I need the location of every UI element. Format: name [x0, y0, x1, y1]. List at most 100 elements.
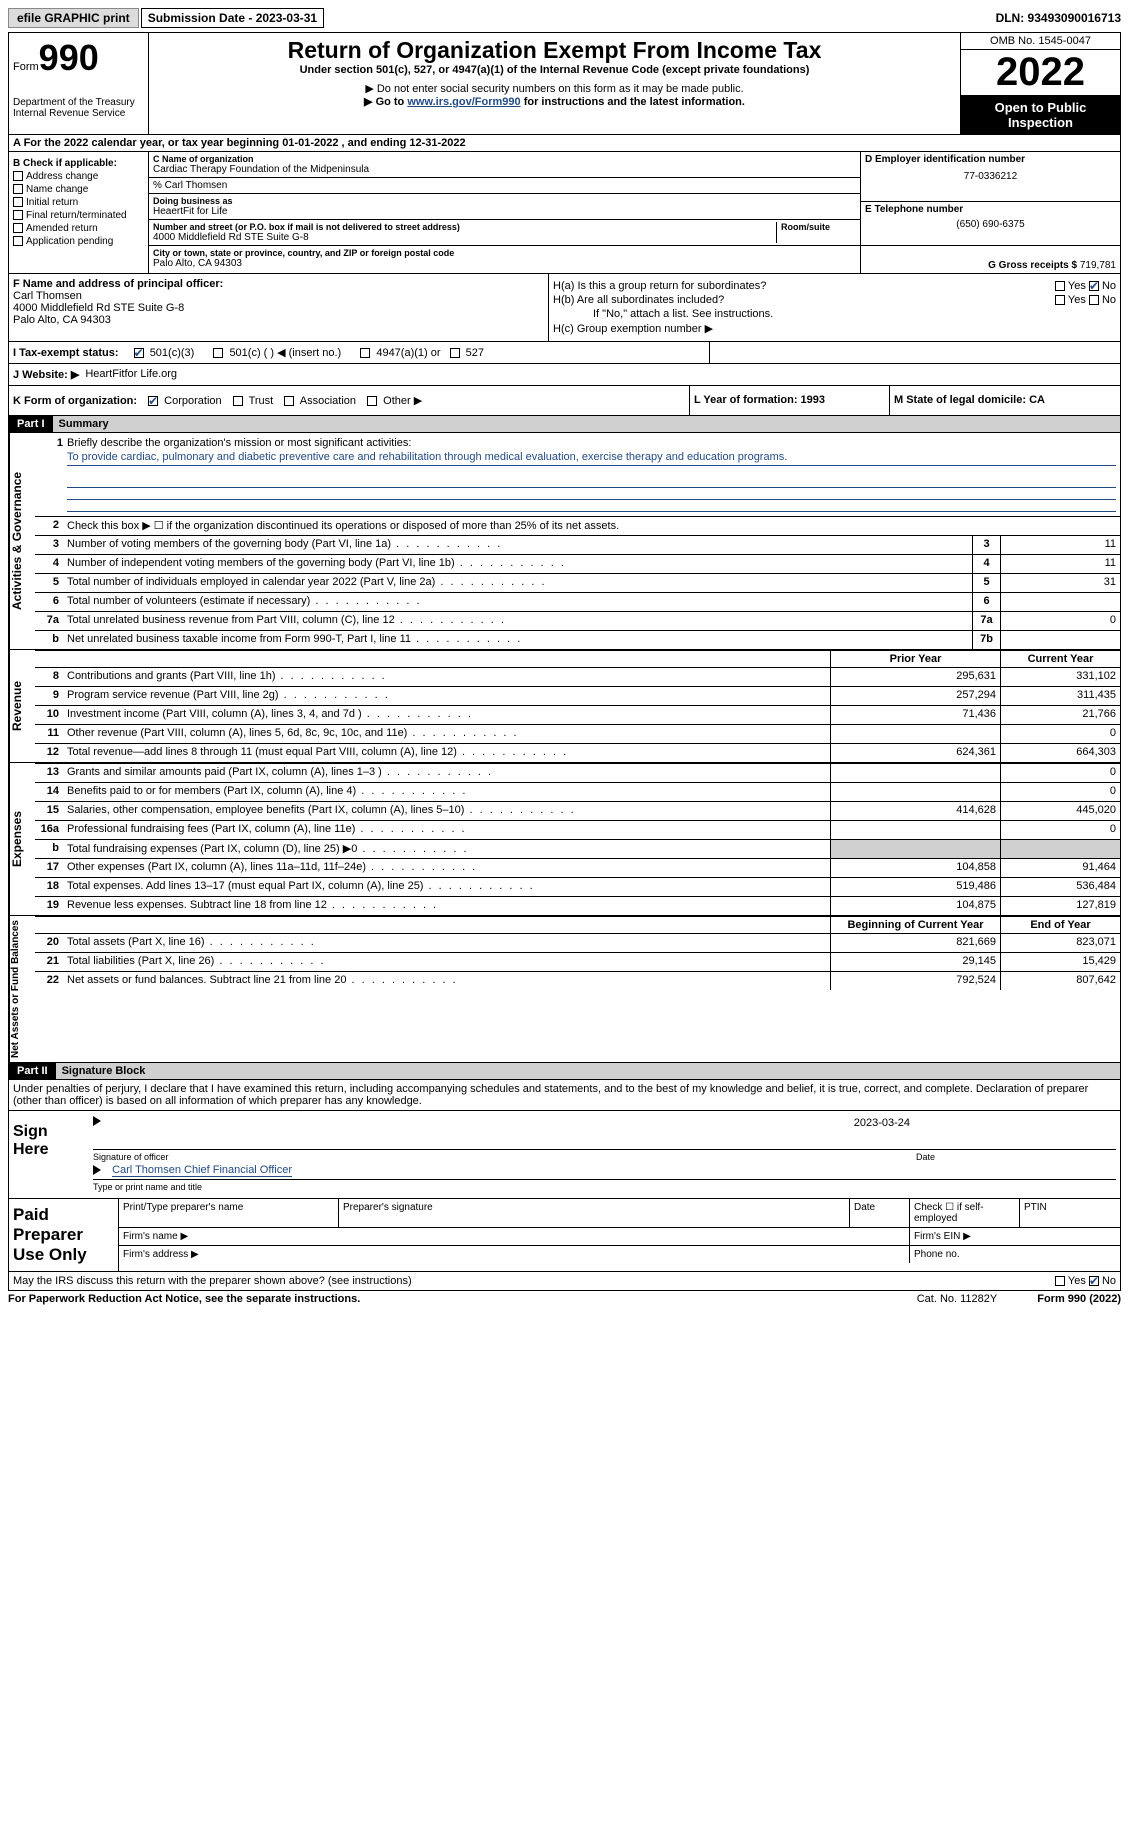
irs-link[interactable]: www.irs.gov/Form990 [407, 96, 520, 108]
sign-block: Sign Here 2023-03-24 Signature of office… [8, 1111, 1121, 1199]
sig-name-label: Type or print name and title [93, 1180, 1116, 1192]
end-year-hdr: End of Year [1000, 917, 1120, 933]
city-label: City or town, state or province, country… [153, 248, 856, 258]
col-d: D Employer identification number 77-0336… [860, 152, 1120, 273]
table-row: 13Grants and similar amounts paid (Part … [35, 763, 1120, 782]
hb-note: If "No," attach a list. See instructions… [553, 308, 1116, 320]
col-c: C Name of organization Cardiac Therapy F… [149, 152, 860, 273]
cb-pending[interactable]: Application pending [13, 236, 144, 247]
room-label: Room/suite [781, 222, 856, 232]
officer-addr1: 4000 Middlefield Rd STE Suite G-8 [13, 302, 544, 314]
topbar: efile GRAPHIC print Submission Date - 20… [8, 8, 1121, 28]
efile-button[interactable]: efile GRAPHIC print [8, 8, 139, 28]
gross-label: G Gross receipts $ [988, 260, 1077, 271]
may-discuss-text: May the IRS discuss this return with the… [13, 1275, 412, 1287]
gov-row: 5Total number of individuals employed in… [35, 573, 1120, 592]
table-row: 16aProfessional fundraising fees (Part I… [35, 820, 1120, 839]
paid-h4: Check ☐ if self-employed [910, 1199, 1020, 1227]
cb-amended[interactable]: Amended return [13, 223, 144, 234]
year-formation: L Year of formation: 1993 [694, 394, 825, 406]
ha-label: H(a) Is this a group return for subordin… [553, 280, 1055, 292]
part1-header: Part I Summary [8, 416, 1121, 433]
street-value: 4000 Middlefield Rd STE Suite G-8 [153, 232, 776, 243]
bottom-footer: For Paperwork Reduction Act Notice, see … [8, 1293, 1121, 1305]
col-b: B Check if applicable: Address change Na… [9, 152, 149, 273]
beg-year-hdr: Beginning of Current Year [830, 917, 1000, 933]
paid-h2: Preparer's signature [339, 1199, 850, 1227]
note-ssn: ▶ Do not enter social security numbers o… [153, 82, 956, 95]
line1-num: 1 [39, 437, 67, 512]
tax-status-label: I Tax-exempt status: [13, 347, 119, 359]
side-revenue: Revenue [9, 650, 35, 762]
care-of: % Carl Thomsen [149, 178, 860, 194]
section-netassets: Net Assets or Fund Balances Beginning of… [8, 916, 1121, 1063]
paid-firm-name: Firm's name ▶ [119, 1228, 910, 1245]
gov-row: 6Total number of volunteers (estimate if… [35, 592, 1120, 611]
form-subtitle: Under section 501(c), 527, or 4947(a)(1)… [153, 64, 956, 76]
dept-treasury: Department of the Treasury [13, 97, 144, 108]
paid-firm-addr: Firm's address ▶ [119, 1246, 910, 1263]
table-row: 9Program service revenue (Part VIII, lin… [35, 686, 1120, 705]
form-title: Return of Organization Exempt From Incom… [153, 37, 956, 64]
block-j: J Website: ▶ HeartFitfor Life.org [8, 364, 1121, 386]
table-row: 19Revenue less expenses. Subtract line 1… [35, 896, 1120, 915]
paid-h3: Date [850, 1199, 910, 1227]
irs-label: Internal Revenue Service [13, 108, 144, 119]
form-number: 990 [39, 37, 99, 78]
part2-title: Signature Block [56, 1063, 1120, 1079]
side-netassets: Net Assets or Fund Balances [9, 916, 35, 1062]
table-row: 12Total revenue—add lines 8 through 11 (… [35, 743, 1120, 762]
part1-title: Summary [53, 416, 1120, 432]
penalty-text: Under penalties of perjury, I declare th… [8, 1080, 1121, 1111]
signer-name: Carl Thomsen Chief Financial Officer [112, 1164, 292, 1177]
cat-no: Cat. No. 11282Y [917, 1293, 998, 1305]
paid-preparer-label: Paid Preparer Use Only [9, 1199, 119, 1271]
part1-tag: Part I [9, 416, 53, 432]
table-row: 22Net assets or fund balances. Subtract … [35, 971, 1120, 990]
dba-label: Doing business as [153, 196, 856, 206]
paid-preparer-block: Paid Preparer Use Only Print/Type prepar… [8, 1199, 1121, 1272]
sign-date: 2023-03-24 [854, 1117, 910, 1129]
cb-final[interactable]: Final return/terminated [13, 210, 144, 221]
open-inspection: Open to Public Inspection [961, 96, 1120, 134]
block-bcd: B Check if applicable: Address change Na… [8, 152, 1121, 274]
col-f: F Name and address of principal officer:… [9, 274, 549, 341]
gov-row: 4Number of independent voting members of… [35, 554, 1120, 573]
table-row: bTotal fundraising expenses (Part IX, co… [35, 839, 1120, 858]
prior-year-hdr: Prior Year [830, 651, 1000, 667]
hb-label: H(b) Are all subordinates included? [553, 294, 1055, 306]
form-ref: Form 990 (2022) [1037, 1293, 1121, 1305]
officer-name: Carl Thomsen [13, 290, 544, 302]
line1-label: Briefly describe the organization's miss… [67, 437, 411, 449]
row-a-taxyear: A For the 2022 calendar year, or tax yea… [8, 135, 1121, 152]
form-org-label: K Form of organization: [13, 395, 137, 407]
dba-value: HeaertFit for Life [153, 206, 856, 217]
cb-addr-change[interactable]: Address change [13, 171, 144, 182]
form-word: Form [13, 61, 39, 73]
table-row: 11Other revenue (Part VIII, column (A), … [35, 724, 1120, 743]
table-row: 20Total assets (Part X, line 16)821,6698… [35, 933, 1120, 952]
state-domicile: M State of legal domicile: CA [894, 394, 1045, 406]
city-value: Palo Alto, CA 94303 [153, 258, 856, 269]
ein-value: 77-0336212 [865, 171, 1116, 182]
table-row: 15Salaries, other compensation, employee… [35, 801, 1120, 820]
side-governance: Activities & Governance [9, 433, 35, 649]
cb-initial[interactable]: Initial return [13, 197, 144, 208]
paid-h5: PTIN [1020, 1199, 1120, 1227]
tax-year: 2022 [961, 50, 1120, 96]
name-label: C Name of organization [153, 154, 856, 164]
gross-value: 719,781 [1080, 260, 1116, 271]
sign-here-label: Sign Here [9, 1111, 89, 1198]
col-b-header: B Check if applicable: [13, 158, 144, 169]
table-row: 8Contributions and grants (Part VIII, li… [35, 667, 1120, 686]
part2-tag: Part II [9, 1063, 56, 1079]
side-expenses: Expenses [9, 763, 35, 915]
tel-value: (650) 690-6375 [865, 219, 1116, 230]
table-row: 10Investment income (Part VIII, column (… [35, 705, 1120, 724]
sig-date-label: Date [916, 1150, 1116, 1162]
note-link: ▶ Go to www.irs.gov/Form990 for instruct… [153, 95, 956, 108]
may-discuss-row: May the IRS discuss this return with the… [8, 1272, 1121, 1291]
cb-name-change[interactable]: Name change [13, 184, 144, 195]
paid-h1: Print/Type preparer's name [119, 1199, 339, 1227]
tel-label: E Telephone number [865, 204, 1116, 215]
